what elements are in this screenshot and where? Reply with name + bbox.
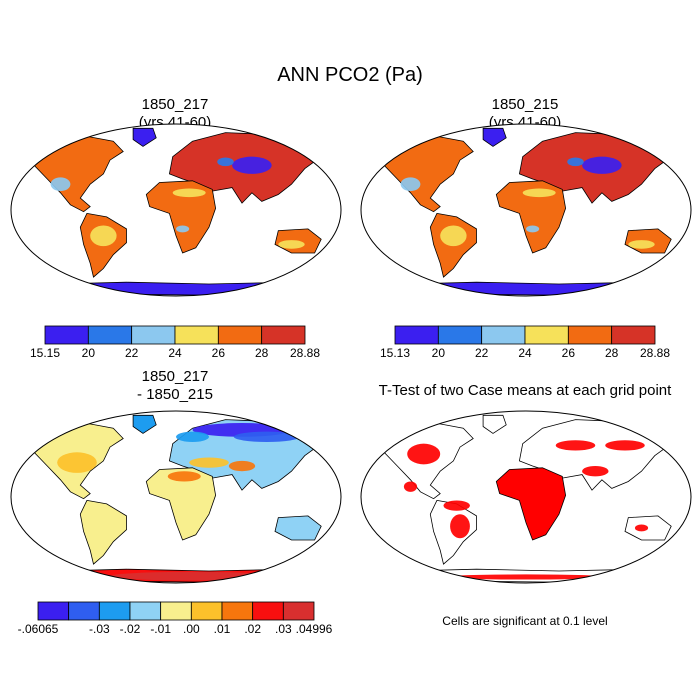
field-region-1 [567,157,584,167]
field-region-2 [526,225,540,233]
land-australia [274,515,322,541]
field-region-7 [634,524,649,532]
land-samerica [79,499,127,565]
colorbar-label: .01 [213,622,231,636]
field-region-1 [217,157,234,167]
colorbar-label: 28.88 [289,346,321,360]
colorbar-label: 26 [211,346,226,360]
panel-title-bottom-left: 1850_217 - 1850_215 [75,368,275,404]
land-greenland [482,414,507,434]
colorbar-box-7 [252,601,284,621]
colorbar-box-4 [160,601,192,621]
colorbar-box-8 [282,601,315,621]
map-border [360,123,692,297]
field-region-7 [93,283,226,291]
map-border [10,123,342,297]
field-region-2 [176,431,209,442]
panel-title-bottom-left-line1: 1850_217 [141,368,209,385]
colorbar-box-0 [37,601,70,621]
field-region-5 [605,440,645,451]
field-region-2 [443,500,470,511]
field-region-5 [400,177,421,192]
colorbar-label: -.01 [150,622,171,636]
field-region-4 [167,471,201,482]
colorbar-label: 20 [81,346,96,360]
field-region-6 [278,240,305,249]
field-region-6 [582,466,609,477]
field-region-3 [522,188,556,198]
map-border [10,410,342,584]
field-region-2 [176,225,190,233]
land-greenland [482,127,507,147]
colorbar-label: 15.15 [29,346,61,360]
land-africa [495,180,567,254]
colorbar-box-5 [611,325,656,345]
colorbar-label: -.06065 [17,622,59,636]
field-region-3 [172,188,206,198]
field-region-0 [232,156,272,174]
field-region-6 [57,452,97,473]
field-region-0 [582,156,622,174]
land-namerica [383,135,474,213]
land-australia [624,515,672,541]
colorbar-label: .04996 [295,622,333,636]
colorbar-box-6 [221,601,254,621]
field-region-3 [450,514,470,539]
land-africa [495,467,567,541]
panel-title-bottom-left-line2: - 1850_215 [137,386,213,403]
colorbar-label: 22 [124,346,139,360]
colorbar-box-5 [190,601,223,621]
field-region-1 [403,481,418,492]
field-region-1 [233,431,300,442]
land-africa [145,467,217,541]
colorbar-label: -.02 [119,622,141,636]
colorbar-label: 24 [168,346,182,360]
colorbar-label: 22 [474,346,489,360]
panel-title-bottom-right: T-Test of two Case means at each grid po… [378,382,672,399]
land-namerica [33,135,124,213]
field-region-6 [628,240,655,249]
field-region-7 [443,283,576,291]
colorbar-box-1 [68,601,100,621]
colorbar-label: -.03 [88,622,110,636]
colorbar-label: 26 [561,346,576,360]
field-region-5 [50,177,71,192]
colorbar-label: 28 [604,346,619,360]
land-africa [145,180,217,254]
field-region-5 [228,460,256,472]
colorbar-label: .02 [244,622,261,636]
significance-note: Cells are significant at 0.1 level [442,614,608,628]
colorbar-label: 28 [254,346,269,360]
colorbar-box-2 [98,601,131,621]
colorbar-label: 20 [431,346,446,360]
panel-title-top-right-line1: 1850_215 [491,96,559,113]
map-border [360,410,692,584]
colorbar-label: 24 [518,346,532,360]
colorbar-label: 15.13 [379,346,411,360]
land-greenland [132,414,157,434]
field-region-4 [440,225,467,247]
colorbar-label: .03 [274,622,292,636]
field-region-4 [555,440,596,451]
colorbar-label: .00 [182,622,200,636]
field-region-4 [90,225,117,247]
field-region-0 [407,443,441,465]
land-greenland [132,127,157,147]
figure-title: ANN PCO2 (Pa) [277,64,423,86]
panel-title-top-left-line1: 1850_217 [141,96,209,113]
colorbar-label: 28.88 [639,346,671,360]
colorbar-box-5 [261,325,306,345]
field-region-3 [189,457,229,468]
colorbar-box-3 [129,601,162,621]
field-region-8 [443,574,609,580]
